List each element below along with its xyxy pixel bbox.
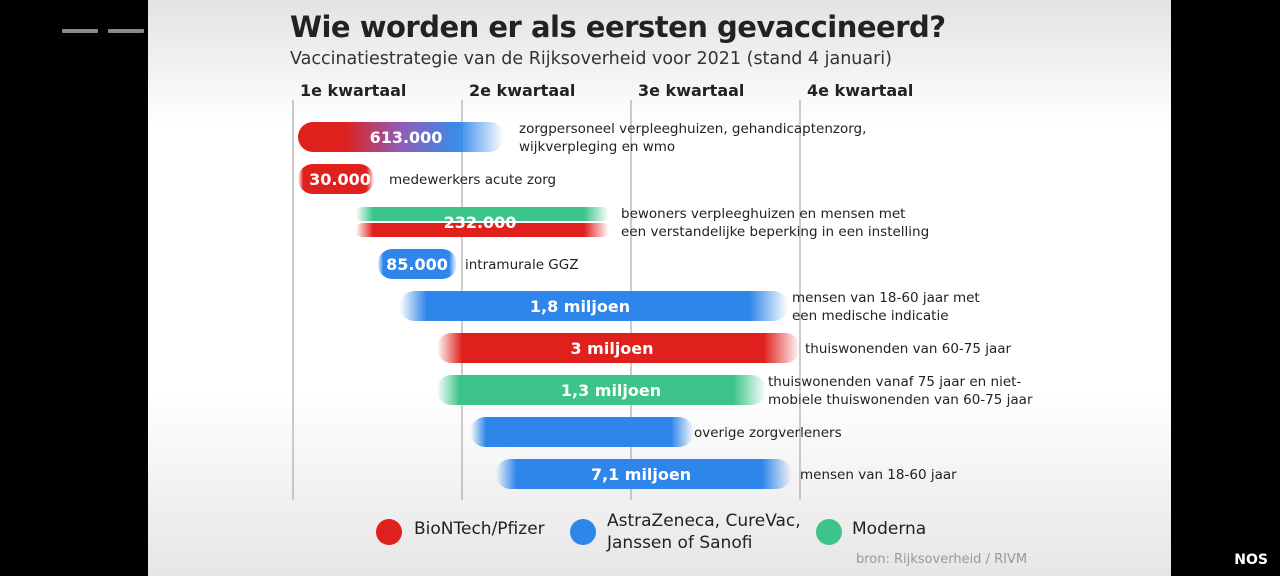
bar-category-label: mensen van 18-60 jaar <box>800 467 957 483</box>
bar-astrazeneca <box>377 249 457 279</box>
source-note: bron: Rijksoverheid / RIVM <box>856 552 1028 567</box>
quarter-label: 3e kwartaal <box>638 81 744 100</box>
bar-moderna <box>436 375 767 405</box>
page-dash-2[interactable] <box>108 29 144 33</box>
bar-row: 7,1 miljoen mensen van 18-60 jaar <box>495 459 957 489</box>
bar-row: 1,3 miljoen thuiswonenden vanaf 75 jaar e… <box>436 374 1033 408</box>
bar-row: 613.000 zorgpersoneel verpleeghuizen, geh… <box>298 121 866 155</box>
bar-category-label: overige zorgverleners <box>694 425 842 441</box>
bar-row: 1,8 miljoen mensen van 18-60 jaar met een … <box>399 290 980 324</box>
bar-category-label: thuiswonenden vanaf 75 jaar en niet-mobi… <box>768 374 1033 408</box>
bar-category-label: medewerkers acute zorg <box>389 172 556 188</box>
bar-value-label: 85.000 <box>386 255 448 274</box>
bar-value-label: 3 miljoen <box>570 339 653 358</box>
bar-biontech <box>298 164 375 194</box>
chart-subtitle: Vaccinatiestrategie van de Rijksoverheid… <box>290 49 892 69</box>
bar-biontech <box>436 333 800 363</box>
bar-biontech <box>355 223 610 237</box>
bar-row: 85.000 intramurale GGZ <box>377 249 578 279</box>
legend-swatch-biontech <box>376 519 402 545</box>
bar-category-label: thuiswonenden van 60-75 jaar <box>805 341 1012 357</box>
legend-label-moderna: Moderna <box>852 519 927 539</box>
bar-row: 3 miljoen thuiswonenden van 60-75 jaar <box>436 333 1012 363</box>
brand-logo: NOS <box>1234 552 1268 568</box>
quarter-label: 2e kwartaal <box>469 81 575 100</box>
quarter-label: 1e kwartaal <box>300 81 406 100</box>
bar-astrazeneca <box>495 459 792 489</box>
bar-value-label: 232.000 <box>444 213 517 232</box>
quarter-label: 4e kwartaal <box>807 81 913 100</box>
bar-biontech-astrazeneca <box>298 122 505 152</box>
bar-row: 232.000 bewoners verpleeghuizen en mensen… <box>355 206 929 240</box>
bar-category-label: zorgpersoneel verpleeghuizen, gehandicap… <box>519 121 866 155</box>
bar-row: overige zorgverleners <box>470 417 842 447</box>
chart-title: Wie worden er als eersten gevaccineerd? <box>290 10 946 44</box>
bar-row: 30.000 medewerkers acute zorg <box>298 164 556 194</box>
bar-value-label: 30.000 <box>309 170 371 189</box>
bar-category-label: bewoners verpleeghuizen en mensen met een… <box>621 206 929 240</box>
bar-category-label: intramurale GGZ <box>465 257 578 273</box>
bar-moderna <box>355 207 610 221</box>
legend-label-astrazeneca: AstraZeneca, CureVac, Janssen of Sanofi <box>607 511 801 553</box>
bar-category-label: mensen van 18-60 jaar met een medische in… <box>792 290 980 324</box>
bar-value-label: 613.000 <box>370 128 443 147</box>
legend-swatch-astrazeneca <box>570 519 596 545</box>
page-dash-1[interactable] <box>62 29 98 33</box>
bar-value-label: 1,3 miljoen <box>561 381 661 400</box>
bar-astrazeneca <box>399 291 789 321</box>
bar-value-label: 7,1 miljoen <box>591 465 691 484</box>
bar-astrazeneca <box>470 417 694 447</box>
legend-label-biontech: BioNTech/Pfizer <box>414 519 545 539</box>
bar-value-label: 1,8 miljoen <box>530 297 630 316</box>
legend-swatch-moderna <box>816 519 842 545</box>
